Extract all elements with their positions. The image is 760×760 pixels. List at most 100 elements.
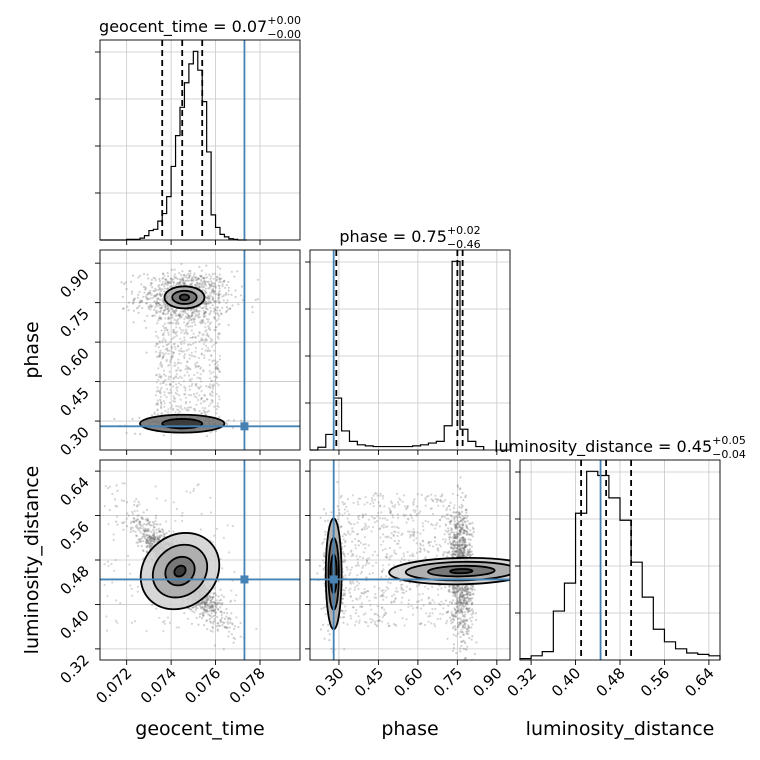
sample-point xyxy=(156,402,159,405)
sample-point xyxy=(456,551,459,554)
sample-point xyxy=(462,518,465,522)
sample-point xyxy=(219,619,222,622)
sample-point xyxy=(206,276,209,279)
histogram-luminosity_distance xyxy=(519,470,721,660)
sample-point xyxy=(145,629,148,633)
sample-point xyxy=(176,318,180,321)
sample-point xyxy=(187,409,190,412)
sample-point xyxy=(223,625,227,628)
sample-point xyxy=(198,331,201,334)
sample-point xyxy=(470,593,473,597)
sample-point xyxy=(205,318,209,321)
sample-point xyxy=(454,535,457,538)
sample-point xyxy=(122,499,126,503)
sample-point xyxy=(216,602,219,606)
sample-point xyxy=(166,348,169,351)
sample-point xyxy=(239,635,242,638)
sample-point xyxy=(124,281,127,284)
sample-point xyxy=(157,310,160,313)
sample-point xyxy=(453,592,456,595)
sample-point xyxy=(216,622,219,625)
sample-point xyxy=(174,375,177,378)
sample-point xyxy=(462,536,465,539)
sample-point xyxy=(460,598,463,601)
sample-point xyxy=(458,548,461,551)
sample-point xyxy=(149,291,152,294)
sample-point xyxy=(458,553,461,556)
sample-point xyxy=(136,527,139,530)
sample-point xyxy=(207,296,211,299)
sample-point xyxy=(208,610,211,613)
sample-point xyxy=(460,528,463,531)
sample-point xyxy=(213,405,216,408)
sample-point xyxy=(463,555,466,558)
sample-point xyxy=(186,317,189,320)
sample-point xyxy=(113,569,116,572)
sample-point xyxy=(172,364,176,367)
sample-point xyxy=(229,599,233,602)
sample-point xyxy=(169,361,172,364)
sample-point xyxy=(454,526,457,529)
sample-point xyxy=(468,626,471,630)
sample-point xyxy=(190,343,193,346)
sample-point xyxy=(168,383,172,386)
sample-point xyxy=(137,293,140,296)
sample-point xyxy=(155,299,158,302)
sample-point xyxy=(152,540,155,543)
sample-point xyxy=(172,395,175,398)
sample-point xyxy=(458,512,461,516)
sample-point xyxy=(155,381,158,384)
sample-point xyxy=(155,302,158,305)
sample-point xyxy=(227,419,230,422)
sample-point xyxy=(158,535,161,538)
sample-point xyxy=(217,293,220,296)
sample-point xyxy=(179,383,182,386)
sample-point xyxy=(465,601,468,604)
sample-point xyxy=(459,529,462,532)
sample-point xyxy=(458,533,461,536)
sample-point xyxy=(174,314,177,317)
sample-point xyxy=(166,280,169,283)
sample-point xyxy=(177,361,180,364)
sample-point xyxy=(221,295,224,298)
sample-point xyxy=(153,526,156,529)
sample-point xyxy=(198,265,201,268)
sample-point xyxy=(187,314,190,318)
sample-point xyxy=(457,545,460,548)
sample-point xyxy=(454,608,457,611)
sample-point xyxy=(143,288,147,291)
sample-point xyxy=(213,289,216,293)
sample-point xyxy=(174,364,177,367)
sample-point xyxy=(256,298,259,301)
sample-point xyxy=(464,514,467,517)
sample-point xyxy=(154,301,157,304)
sample-point xyxy=(465,602,468,605)
sample-point xyxy=(454,544,457,547)
sample-point xyxy=(251,311,254,314)
sample-point xyxy=(193,276,196,279)
sample-point xyxy=(455,587,458,590)
sample-point xyxy=(457,623,461,627)
sample-point xyxy=(212,606,215,609)
sample-point xyxy=(205,339,208,342)
sample-point xyxy=(149,540,152,543)
sample-point xyxy=(460,529,463,532)
sample-point xyxy=(153,294,156,297)
sample-point xyxy=(176,277,179,281)
sample-point xyxy=(147,542,150,545)
sample-point xyxy=(455,601,458,604)
sample-point xyxy=(471,601,474,604)
sample-point xyxy=(187,321,190,324)
sample-point xyxy=(212,383,216,386)
sample-point xyxy=(145,550,148,553)
sample-point xyxy=(462,554,465,557)
sample-point xyxy=(107,564,110,568)
sample-point xyxy=(202,615,205,618)
sample-point xyxy=(222,280,225,283)
sample-point xyxy=(180,376,184,379)
sample-point xyxy=(203,410,206,413)
sample-point xyxy=(214,614,217,617)
sample-point xyxy=(462,599,465,602)
sample-point xyxy=(151,537,154,541)
sample-point xyxy=(217,284,220,287)
